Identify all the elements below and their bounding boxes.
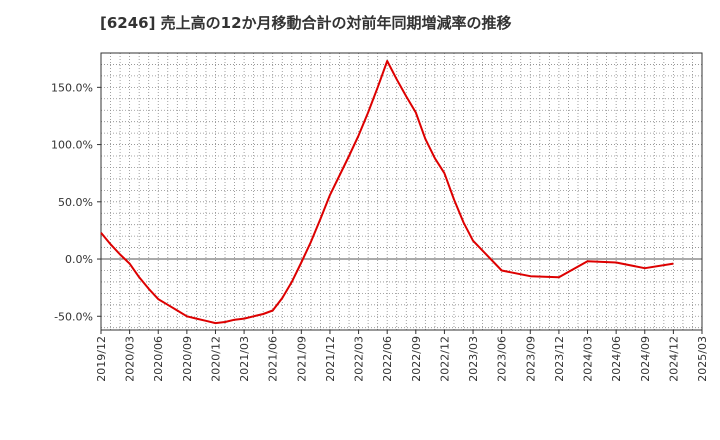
- x-tick-label: 2023/12: [553, 336, 566, 382]
- x-tick-label: 2020/09: [181, 336, 194, 382]
- y-tick-label: 50.0%: [58, 196, 93, 209]
- x-tick-label: 2020/12: [209, 336, 222, 382]
- x-tick-label: 2024/06: [610, 336, 623, 382]
- x-tick-label: 2022/06: [381, 336, 394, 382]
- x-tick-label: 2021/03: [238, 336, 251, 382]
- y-tick-label: -50.0%: [54, 310, 93, 323]
- x-tick-label: 2024/09: [639, 336, 652, 382]
- x-tick-label: 2025/03: [696, 336, 709, 382]
- x-tick-label: 2023/09: [524, 336, 537, 382]
- vertical-gridlines: [110, 53, 693, 330]
- x-tick-label: 2023/06: [496, 336, 509, 382]
- x-tick-label: 2024/12: [667, 336, 680, 382]
- y-tick-label: 100.0%: [51, 139, 93, 152]
- plot-frame: [100, 52, 703, 331]
- y-axis-tick-labels: 150.0% 100.0% 50.0% 0.0% -50.0%: [51, 81, 101, 323]
- plot-area: [101, 53, 702, 330]
- x-tick-label: 2023/03: [467, 336, 480, 382]
- x-tick-label: 2024/03: [582, 336, 595, 382]
- x-tick-label: 2021/09: [295, 336, 308, 382]
- x-tick-label: 2022/12: [438, 336, 451, 382]
- x-tick-label: 2021/06: [267, 336, 280, 382]
- y-tick-label: 150.0%: [51, 81, 93, 94]
- x-tick-label: 2019/12: [95, 336, 108, 382]
- x-tick-label: 2022/03: [353, 336, 366, 382]
- x-tick-label: 2021/12: [324, 336, 337, 382]
- series-line: [100, 60, 674, 325]
- chart-title: [6246] 売上高の12か月移動合計の対前年同期増減率の推移: [100, 14, 512, 32]
- x-tick-label: 2022/09: [410, 336, 423, 382]
- x-tick-label: 2020/03: [124, 336, 137, 382]
- x-axis-tick-labels: 2019/12 2020/03 2020/06 2020/09 2020/12 2021/…: [95, 330, 709, 382]
- y-tick-label: 0.0%: [65, 253, 93, 266]
- x-tick-label: 2020/06: [152, 336, 165, 382]
